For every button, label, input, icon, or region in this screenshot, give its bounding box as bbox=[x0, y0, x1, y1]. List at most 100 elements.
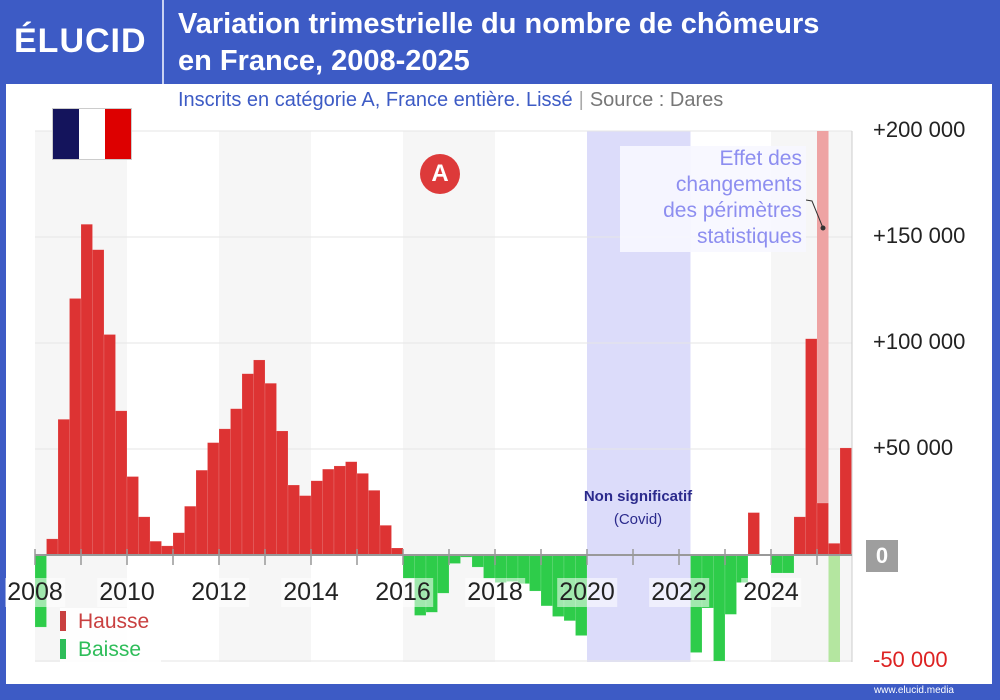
frame-left bbox=[0, 0, 6, 700]
elucid-logo: ÉLUCID bbox=[14, 22, 147, 60]
x-tick-label: 2020 bbox=[557, 578, 617, 607]
legend: Hausse Baisse bbox=[60, 608, 162, 664]
bar-hausse bbox=[356, 473, 369, 556]
x-tick-label: 2010 bbox=[97, 578, 157, 607]
bar-hausse bbox=[149, 540, 162, 556]
y-tick-label: +150 000 bbox=[873, 223, 966, 248]
y-tick-label: -50 000 bbox=[873, 647, 948, 672]
category-a-badge: A bbox=[420, 154, 460, 194]
bar-baisse bbox=[471, 554, 484, 568]
bar-hausse bbox=[57, 419, 70, 556]
bar-baisse bbox=[782, 554, 795, 574]
effect-line: des périmètres bbox=[663, 199, 802, 222]
bar-hausse bbox=[805, 338, 818, 556]
title-line-1: Variation trimestrielle du nombre de chô… bbox=[178, 8, 820, 40]
footer-url[interactable]: www.elucid.media bbox=[873, 685, 954, 696]
x-tick-label: 2008 bbox=[5, 578, 65, 607]
bar-hausse bbox=[839, 447, 852, 556]
header-divider bbox=[162, 0, 164, 84]
legend-hausse: Hausse bbox=[60, 608, 149, 636]
bar-baisse bbox=[540, 554, 553, 607]
bar-hausse bbox=[276, 430, 289, 556]
subtitle-text: Inscrits en catégorie A, France entière.… bbox=[178, 89, 573, 111]
year-band bbox=[127, 131, 219, 662]
bar-hausse bbox=[138, 516, 151, 556]
bar-hausse bbox=[345, 461, 358, 556]
bar-hausse bbox=[161, 545, 174, 556]
x-tick-label: 2014 bbox=[281, 578, 341, 607]
effect-line: changements bbox=[675, 173, 802, 196]
annotation-dot bbox=[820, 225, 826, 231]
y-tick-label: 0 bbox=[866, 540, 898, 572]
bar-hausse bbox=[69, 298, 82, 556]
bar-hausse bbox=[379, 525, 392, 556]
legend-swatch bbox=[60, 611, 66, 631]
legend-label: Hausse bbox=[78, 610, 150, 633]
bar-hausse bbox=[195, 469, 208, 556]
bar-hausse bbox=[207, 442, 220, 556]
bar-baisse bbox=[529, 554, 542, 592]
bar-hausse bbox=[241, 373, 254, 556]
year-band bbox=[311, 131, 403, 662]
header: ÉLUCID Variation trimestrielle du nombre… bbox=[0, 0, 1000, 84]
y-tick-label: +200 000 bbox=[873, 117, 966, 142]
effect-bar-down bbox=[828, 555, 840, 662]
effect-line: statistiques bbox=[696, 225, 802, 248]
bar-hausse bbox=[172, 532, 185, 556]
bar-baisse bbox=[713, 554, 726, 662]
x-tick-label: 2016 bbox=[373, 578, 433, 607]
legend-swatch bbox=[60, 639, 66, 659]
x-tick-label: 2018 bbox=[465, 578, 525, 607]
covid-annotation: Non significatif (Covid) bbox=[560, 485, 716, 531]
effect-bar-up bbox=[817, 131, 829, 555]
bar-hausse bbox=[80, 224, 93, 556]
effect-line: Effet des bbox=[719, 147, 802, 170]
bar-baisse bbox=[448, 554, 461, 564]
bar-hausse bbox=[230, 408, 243, 556]
bar-hausse bbox=[218, 428, 231, 556]
bar-hausse bbox=[747, 512, 760, 556]
bar-hausse bbox=[46, 538, 59, 556]
bar-hausse bbox=[115, 410, 128, 556]
y-tick-label: +100 000 bbox=[873, 329, 966, 354]
bar-hausse bbox=[310, 480, 323, 556]
bar-hausse bbox=[299, 495, 312, 556]
bar-hausse bbox=[391, 547, 404, 556]
bar-hausse bbox=[322, 468, 335, 556]
effect-annotation: Effet des changements des périmètres sta… bbox=[620, 146, 806, 252]
subtitle-separator: | bbox=[578, 89, 584, 111]
bar-baisse bbox=[724, 554, 737, 615]
x-tick-label: 2024 bbox=[741, 578, 801, 607]
bar-hausse bbox=[368, 490, 381, 556]
bar-hausse bbox=[92, 249, 105, 556]
bar-hausse bbox=[264, 383, 277, 556]
bar-baisse bbox=[437, 554, 450, 594]
legend-label: Baisse bbox=[78, 638, 142, 661]
bar-hausse bbox=[287, 484, 300, 556]
title-line-2: en France, 2008-2025 bbox=[178, 45, 470, 77]
y-tick-label: +50 000 bbox=[873, 435, 954, 460]
covid-title: Non significatif bbox=[583, 488, 693, 505]
source-text: Source : Dares bbox=[589, 89, 724, 111]
france-flag-icon bbox=[52, 108, 132, 160]
bar-hausse bbox=[126, 476, 139, 556]
bar-hausse bbox=[793, 516, 806, 556]
chart-title: Variation trimestrielle du nombre de chô… bbox=[178, 6, 819, 80]
bar-baisse bbox=[770, 554, 783, 574]
bar-hausse bbox=[828, 543, 841, 556]
bar-hausse bbox=[184, 505, 197, 556]
bar-baisse bbox=[483, 554, 496, 579]
annotation-leader bbox=[805, 199, 824, 229]
bar-hausse bbox=[103, 334, 116, 556]
footer-bar bbox=[0, 684, 1000, 700]
legend-baisse: Baisse bbox=[60, 636, 149, 664]
chart-subtitle: Inscrits en catégorie A, France entière.… bbox=[178, 89, 723, 112]
frame-right bbox=[992, 0, 1000, 700]
x-tick-label: 2012 bbox=[189, 578, 249, 607]
covid-subtitle: (Covid) bbox=[613, 511, 663, 528]
bar-hausse bbox=[253, 359, 266, 556]
x-tick-label: 2022 bbox=[649, 578, 709, 607]
bar-hausse bbox=[816, 502, 829, 556]
bar-baisse bbox=[402, 554, 415, 579]
bar-hausse bbox=[333, 465, 346, 556]
